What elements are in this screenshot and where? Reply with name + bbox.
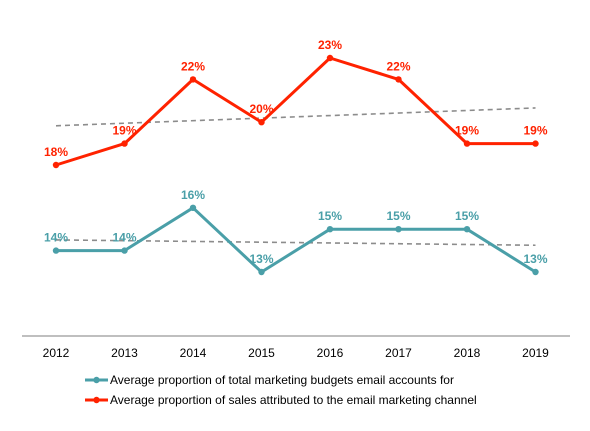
series-line-1 <box>55 56 536 167</box>
x-tick-label-2018: 2018 <box>454 346 481 360</box>
x-tick-label-2017: 2017 <box>385 346 412 360</box>
series-0-point-2012 <box>52 247 60 254</box>
series-1-label-2016: 23% <box>318 38 342 52</box>
series-0-point-2014 <box>189 204 197 211</box>
series-0-label-2014: 16% <box>181 188 205 202</box>
series-1-label-2013: 19% <box>112 124 136 138</box>
x-tick-label-2014: 2014 <box>180 346 207 360</box>
series-1-point-2019 <box>532 140 539 147</box>
series-1-point-2012 <box>52 161 60 169</box>
series-1-point-2015 <box>258 119 265 126</box>
series-line-0 <box>56 206 537 274</box>
series-0-point-2013 <box>121 247 128 254</box>
series-1-label-2015: 20% <box>249 102 273 116</box>
legend-label-series-0: Average proportion of total marketing bu… <box>110 373 454 387</box>
legend: Average proportion of total marketing bu… <box>85 373 477 407</box>
trendlines <box>55 107 536 247</box>
legend-marker-series-1 <box>93 396 100 404</box>
series-0-label-2013: 14% <box>112 231 136 245</box>
series-lines <box>52 54 539 276</box>
series-1-label-2017: 22% <box>386 59 410 73</box>
legend-marker-series-0 <box>93 376 100 384</box>
x-tick-label-2012: 2012 <box>43 346 70 360</box>
series-1-label-2018: 19% <box>455 124 479 138</box>
series-1-point-2014 <box>189 76 197 83</box>
x-tick-label-2019: 2019 <box>522 346 549 360</box>
series-1-point-2017 <box>395 76 402 83</box>
x-tick-label-2015: 2015 <box>248 346 275 360</box>
series-1-point-2013 <box>121 140 128 147</box>
series-1-point-2016 <box>326 54 334 62</box>
series-0-label-2018: 15% <box>455 209 479 223</box>
series-0-point-2017 <box>395 226 402 233</box>
series-0-label-2012: 14% <box>44 231 68 245</box>
series-0-label-2019: 13% <box>523 252 547 266</box>
series-1-label-2014: 22% <box>181 59 205 73</box>
x-tick-label-2016: 2016 <box>317 346 344 360</box>
series-0-label-2017: 15% <box>386 209 410 223</box>
trendline-series-1 <box>55 107 536 127</box>
series-1-label-2012: 18% <box>44 145 68 159</box>
series-0-point-2016 <box>326 226 334 233</box>
x-tick-label-2013: 2013 <box>111 346 138 360</box>
series-1-label-2019: 19% <box>523 124 547 138</box>
series-0-label-2015: 13% <box>249 252 273 266</box>
data-labels: 14% 14% 16% 13% 15% 15% 15% 13% 18% 19% 22% 20% 23% 2… <box>44 38 548 266</box>
series-1-point-2018 <box>463 140 471 147</box>
series-0-point-2019 <box>532 268 539 276</box>
series-0-point-2015 <box>258 268 265 276</box>
x-axis-tick-labels: 2012 2013 2014 2015 2016 2017 2018 2019 <box>43 346 550 360</box>
trendline-series-0 <box>55 239 536 247</box>
legend-label-series-1: Average proportion of sales attributed t… <box>110 393 477 407</box>
series-0-point-2018 <box>463 226 471 233</box>
series-0-label-2016: 15% <box>318 209 342 223</box>
